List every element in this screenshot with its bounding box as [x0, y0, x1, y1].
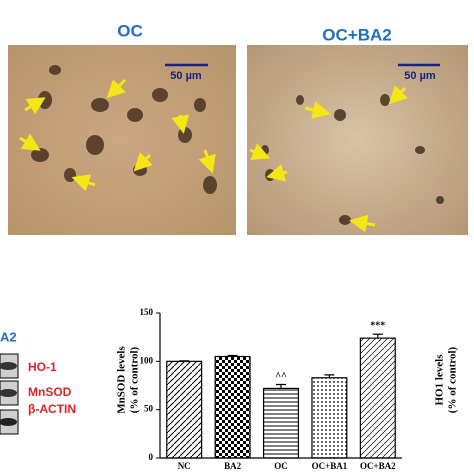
- y-axis-label: MnSOD levels: [116, 346, 128, 414]
- error-bar: [372, 333, 383, 339]
- annotation: ***: [370, 321, 385, 332]
- bar: [262, 387, 300, 459]
- blot: A2 HO-1 MnSOD β-ACTIN: [0, 329, 76, 435]
- side-axis: HO1 levels (% of control): [434, 346, 459, 413]
- error-bar: [324, 374, 335, 378]
- micrograph: 50 µm: [8, 45, 236, 235]
- y-axis-label: (% of control): [129, 346, 141, 413]
- band-label: HO-1: [28, 360, 57, 374]
- annotation: ^^: [275, 371, 287, 382]
- y-tick-label: 0: [149, 452, 154, 462]
- bar: [311, 377, 348, 459]
- x-tick-label: NC: [178, 461, 191, 471]
- y-tick-label: 100: [140, 355, 154, 365]
- y-axis-label: HO1 levels: [434, 354, 446, 406]
- band-label: β-ACTIN: [28, 402, 76, 416]
- bar: [214, 355, 251, 459]
- panel-label: A2: [0, 329, 17, 344]
- band-label: MnSOD: [28, 385, 72, 399]
- y-tick-label: 150: [140, 307, 154, 317]
- x-tick-label: BA2: [224, 461, 242, 471]
- error-bar: [227, 354, 238, 357]
- y-tick-label: 50: [144, 404, 154, 414]
- micrograph: 50 µm: [247, 45, 468, 235]
- scale-label: 50 µm: [404, 70, 436, 82]
- error-bar: [276, 383, 286, 389]
- x-tick-label: OC+BA2: [360, 461, 396, 471]
- bar: [359, 337, 396, 459]
- scale-label: 50 µm: [170, 70, 202, 82]
- panel-title: OC+BA2: [322, 25, 391, 44]
- panel-title: OC: [117, 21, 143, 40]
- y-axis-label: (% of control): [447, 346, 459, 413]
- bar: [166, 360, 203, 459]
- x-tick-label: OC: [274, 461, 288, 471]
- bar-chart: MnSOD levels (% of control) 0 50 100 150 NC B…: [116, 307, 402, 471]
- x-tick-label: OC+BA1: [312, 461, 348, 471]
